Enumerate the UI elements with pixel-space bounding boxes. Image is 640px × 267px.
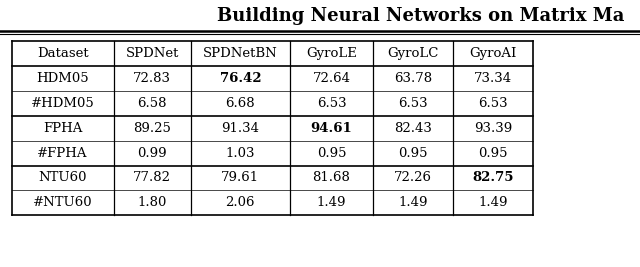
Text: NTU60: NTU60: [38, 171, 87, 184]
Text: SPDNetBN: SPDNetBN: [203, 47, 278, 60]
Text: #NTU60: #NTU60: [33, 196, 93, 209]
Text: #FPHA: #FPHA: [38, 147, 88, 160]
Text: 73.34: 73.34: [474, 72, 512, 85]
Text: 6.68: 6.68: [225, 97, 255, 110]
Text: HDM05: HDM05: [36, 72, 89, 85]
Text: 6.58: 6.58: [138, 97, 167, 110]
Text: 0.99: 0.99: [138, 147, 167, 160]
Text: GyroLC: GyroLC: [387, 47, 439, 60]
Text: 91.34: 91.34: [221, 122, 259, 135]
Text: 1.80: 1.80: [138, 196, 167, 209]
Text: 89.25: 89.25: [133, 122, 172, 135]
Text: 94.61: 94.61: [310, 122, 353, 135]
Text: 76.42: 76.42: [220, 72, 261, 85]
Text: 82.75: 82.75: [472, 171, 514, 184]
Text: 72.64: 72.64: [312, 72, 351, 85]
Text: 0.95: 0.95: [317, 147, 346, 160]
Text: 77.82: 77.82: [133, 171, 172, 184]
Text: 82.43: 82.43: [394, 122, 432, 135]
Text: 63.78: 63.78: [394, 72, 432, 85]
Text: FPHA: FPHA: [43, 122, 83, 135]
Text: 6.53: 6.53: [398, 97, 428, 110]
Text: 6.53: 6.53: [478, 97, 508, 110]
Text: 1.49: 1.49: [398, 196, 428, 209]
Text: Dataset: Dataset: [37, 47, 88, 60]
Text: 0.95: 0.95: [398, 147, 428, 160]
Text: 1.49: 1.49: [478, 196, 508, 209]
Text: SPDNet: SPDNet: [125, 47, 179, 60]
Text: 1.03: 1.03: [225, 147, 255, 160]
Text: 79.61: 79.61: [221, 171, 259, 184]
Text: 81.68: 81.68: [312, 171, 351, 184]
Text: #HDM05: #HDM05: [31, 97, 95, 110]
Text: 72.26: 72.26: [394, 171, 432, 184]
Text: 72.83: 72.83: [133, 72, 172, 85]
Text: 1.49: 1.49: [317, 196, 346, 209]
Text: 6.53: 6.53: [317, 97, 346, 110]
Text: 0.95: 0.95: [478, 147, 508, 160]
Text: Building Neural Networks on Matrix Ma: Building Neural Networks on Matrix Ma: [216, 7, 624, 25]
Text: 93.39: 93.39: [474, 122, 512, 135]
Text: GyroAI: GyroAI: [469, 47, 517, 60]
Text: 2.06: 2.06: [225, 196, 255, 209]
Text: GyroLE: GyroLE: [306, 47, 357, 60]
